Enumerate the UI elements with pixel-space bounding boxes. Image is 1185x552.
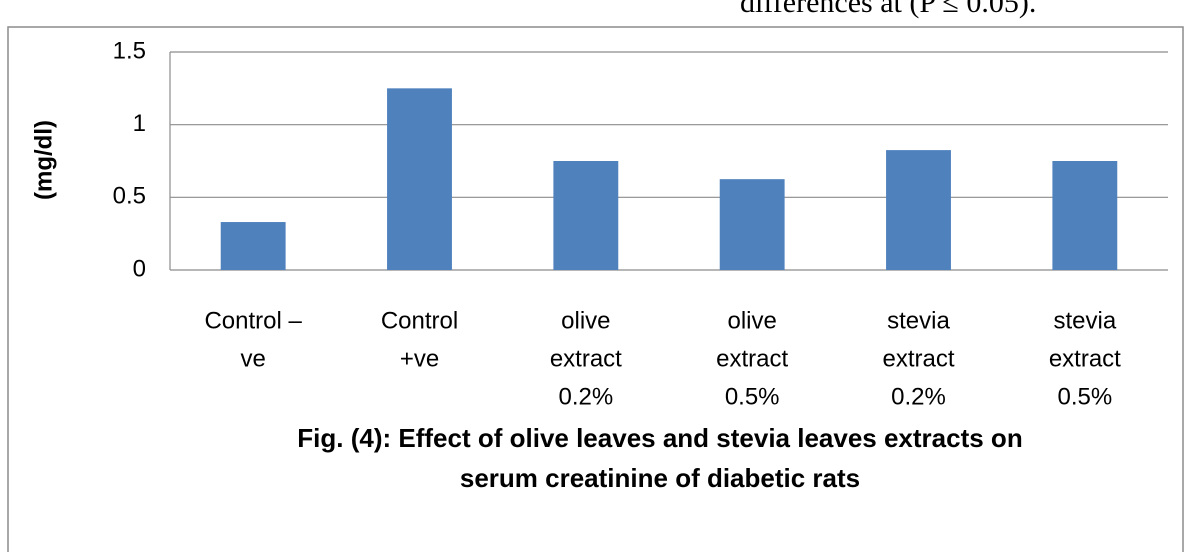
- x-tick-label: extract: [550, 345, 622, 372]
- x-tick-label: extract: [1049, 345, 1121, 372]
- chart-frame: [7, 26, 1184, 552]
- bar: [553, 161, 619, 270]
- bar: [387, 88, 452, 270]
- x-tick-label: Control: [381, 307, 458, 334]
- x-tick-label: Control –: [204, 307, 302, 334]
- x-tick-label: 0.2%: [558, 383, 613, 410]
- x-tick-label: stevia: [887, 307, 950, 334]
- y-axis-label: (mg/dl): [30, 120, 57, 200]
- y-tick-label: 0: [133, 255, 146, 282]
- chart-title: Fig. (4): Effect of olive leaves and ste…: [297, 423, 1022, 453]
- x-tick-label: +ve: [400, 345, 439, 372]
- x-tick-label: 0.5%: [1057, 383, 1112, 410]
- x-tick-label: olive: [561, 307, 610, 334]
- x-tick-label: stevia: [1053, 307, 1116, 334]
- x-tick-label: extract: [716, 345, 788, 372]
- x-tick-label: extract: [882, 345, 954, 372]
- bar: [1052, 161, 1118, 270]
- x-tick-label: 0.5%: [725, 383, 780, 410]
- bar: [886, 150, 951, 270]
- x-tick-label: 0.2%: [891, 383, 946, 410]
- bar: [220, 222, 286, 270]
- annotation: differences at (P ≤ 0.05).: [740, 0, 1036, 19]
- chart-title: serum creatinine of diabetic rats: [460, 463, 860, 493]
- y-tick-label: 1: [133, 110, 146, 137]
- bar: [719, 179, 785, 270]
- x-tick-label: ve: [240, 345, 265, 372]
- y-tick-label: 1.5: [113, 37, 146, 64]
- x-tick-label: olive: [727, 307, 776, 334]
- y-tick-label: 0.5: [113, 183, 146, 210]
